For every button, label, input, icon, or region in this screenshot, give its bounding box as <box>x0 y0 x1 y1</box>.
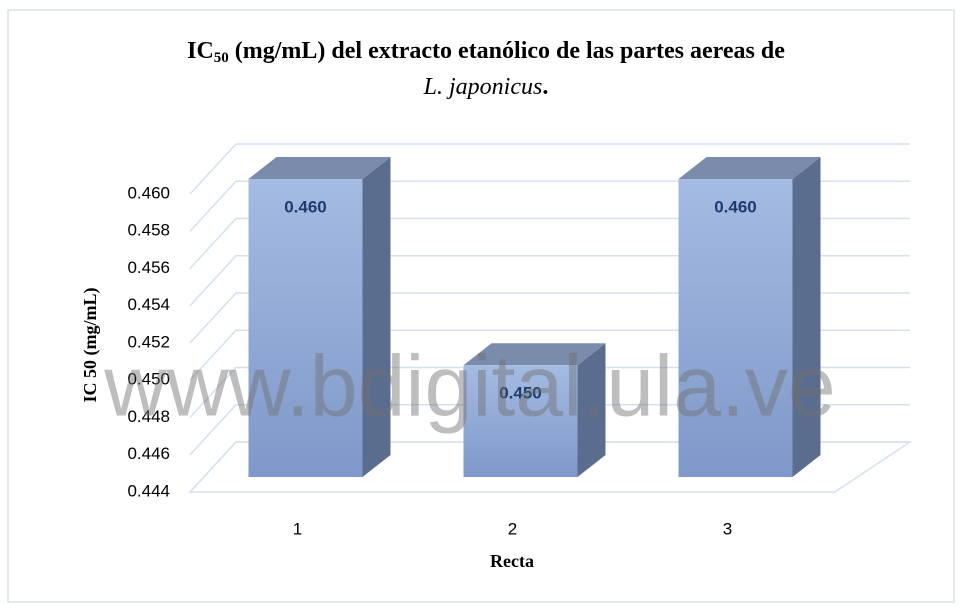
bar-side <box>577 343 606 477</box>
title-part: (mg/mL) del extracto etanólico de las pa… <box>229 38 785 64</box>
chart-title-line2: L. japonicus. <box>423 74 549 100</box>
grid-line <box>189 143 910 195</box>
data-label: 0.460 <box>714 197 757 216</box>
title-part: IC <box>187 38 214 64</box>
title-part: L. japonicus <box>423 74 543 100</box>
bar-top <box>678 157 821 179</box>
chart-title: IC50 (mg/mL) del extracto etanólico de l… <box>187 38 785 67</box>
data-label: 0.460 <box>284 197 327 216</box>
y-tick-label: 0.446 <box>127 444 170 463</box>
data-label: 0.450 <box>499 384 542 403</box>
bar <box>463 365 578 477</box>
x-tick-label: 3 <box>723 519 732 538</box>
bar <box>678 179 793 477</box>
y-tick-label: 0.454 <box>127 295 170 314</box>
x-axis-label: Recta <box>490 551 534 571</box>
bar <box>248 179 363 477</box>
x-tick-label: 2 <box>508 519 517 538</box>
bar-side <box>362 157 391 477</box>
title-part: . <box>542 74 548 100</box>
y-tick-label: 0.448 <box>127 407 170 426</box>
bar-top <box>463 343 606 366</box>
x-tick-label: 1 <box>293 519 302 538</box>
y-tick-label: 0.452 <box>127 332 170 351</box>
watermark: www.bdigital.ula.ve <box>103 339 835 435</box>
y-tick-label: 0.456 <box>127 258 170 277</box>
y-tick-label: 0.458 <box>127 221 170 240</box>
bar-top <box>248 157 391 179</box>
y-tick-label: 0.460 <box>127 183 170 202</box>
bar-side <box>792 157 821 477</box>
y-axis-label: IC 50 (mg/mL) <box>80 288 101 403</box>
y-tick-label: 0.450 <box>127 370 170 389</box>
y-tick-label: 0.444 <box>127 481 170 500</box>
title-subscript: 50 <box>214 50 229 66</box>
